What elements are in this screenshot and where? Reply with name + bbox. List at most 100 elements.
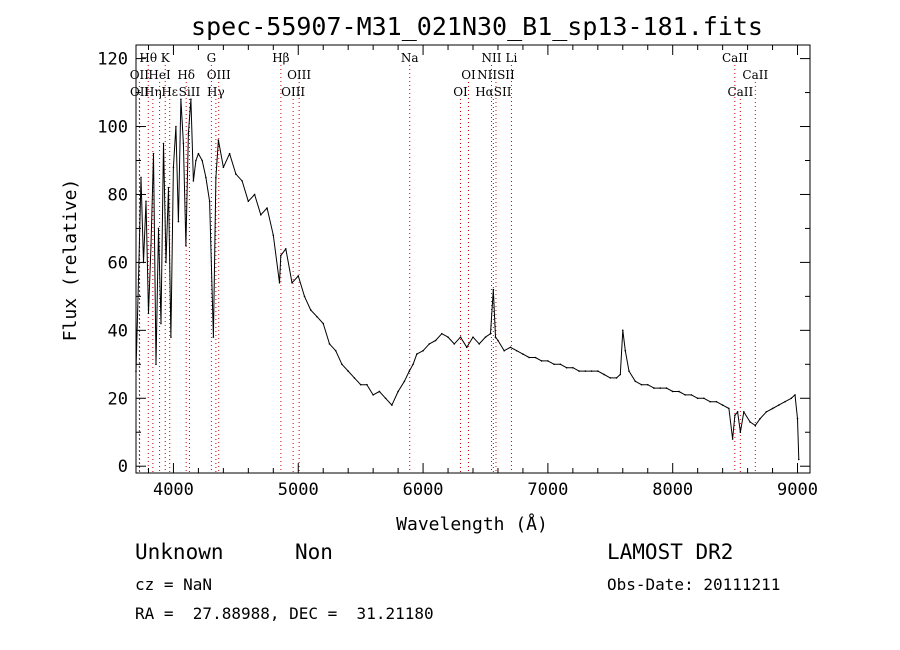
data-point <box>170 336 172 338</box>
plot-frame <box>135 44 811 474</box>
data-point <box>241 180 243 182</box>
marker-label: OI <box>461 68 476 82</box>
marker-label: OI <box>453 85 468 99</box>
marker-label: G <box>207 51 217 65</box>
class-label: Unknown <box>135 540 224 564</box>
data-point <box>478 343 481 345</box>
data-point <box>578 370 580 372</box>
data-point <box>253 193 256 196</box>
x-tick-label: 4000 <box>153 480 194 500</box>
data-point <box>472 336 474 338</box>
data-point <box>503 349 506 352</box>
data-point <box>515 349 518 352</box>
data-point <box>428 343 431 345</box>
data-point <box>796 417 799 420</box>
data-point <box>403 380 406 383</box>
data-point <box>634 380 637 383</box>
spectrum-series <box>135 98 800 461</box>
data-point <box>137 278 140 281</box>
data-point <box>155 363 157 366</box>
data-point <box>284 248 287 250</box>
marker-label: SiII <box>179 85 201 99</box>
data-point <box>157 227 160 230</box>
data-point <box>162 142 165 145</box>
data-point <box>140 176 142 179</box>
marker-label: Hδ <box>177 68 195 82</box>
data-point <box>528 356 530 359</box>
data-point <box>378 390 381 393</box>
data-point <box>397 390 399 393</box>
marker-label: K <box>161 51 171 65</box>
data-point <box>771 407 774 410</box>
data-point <box>522 353 524 355</box>
data-point <box>609 377 612 379</box>
data-point <box>797 458 800 461</box>
data-point <box>678 390 680 393</box>
coordinates-label: RA = 27.88988, DEC = 31.21180 <box>135 604 434 623</box>
data-point <box>266 207 268 209</box>
data-point <box>272 234 275 237</box>
data-point <box>205 176 207 179</box>
data-point <box>303 295 306 298</box>
marker-label: CaII <box>722 51 748 65</box>
data-point <box>182 142 185 145</box>
data-point <box>671 390 674 393</box>
data-point <box>749 421 751 423</box>
data-point <box>297 275 300 277</box>
data-point <box>172 166 175 169</box>
data-point <box>328 343 331 345</box>
data-point <box>619 373 622 376</box>
data-point <box>584 370 587 372</box>
data-point <box>684 394 686 396</box>
data-point <box>316 315 318 318</box>
data-point <box>201 159 203 162</box>
plot-border <box>135 44 811 474</box>
data-point <box>228 152 231 155</box>
data-point <box>640 383 643 386</box>
data-point <box>565 366 568 369</box>
data-point <box>167 186 170 189</box>
data-point <box>624 349 627 352</box>
x-tick-label: 9000 <box>777 480 818 500</box>
marker-label: OII <box>130 68 150 82</box>
data-point <box>160 322 162 325</box>
data-point <box>621 329 624 332</box>
data-point <box>721 404 724 406</box>
data-point <box>366 383 368 386</box>
data-point <box>147 312 150 315</box>
data-point <box>709 400 711 403</box>
marker-label: Na <box>401 51 419 65</box>
data-point <box>665 387 668 389</box>
data-point <box>484 336 487 338</box>
x-tick-label: 8000 <box>652 480 693 500</box>
data-point <box>534 356 537 359</box>
data-point <box>736 411 739 413</box>
marker-label: Li <box>506 51 518 65</box>
marker-label: Hθ <box>139 51 157 65</box>
y-tick-label: 120 <box>97 50 128 70</box>
data-point <box>177 220 180 223</box>
redshift-label: cz = NaN <box>135 575 213 594</box>
data-point <box>547 360 549 362</box>
data-point <box>572 366 574 369</box>
data-point <box>628 370 630 372</box>
data-point <box>739 431 742 434</box>
data-point <box>150 244 152 247</box>
survey-label: LAMOST DR2 <box>607 540 734 564</box>
data-point <box>215 176 217 179</box>
data-point <box>509 346 512 349</box>
data-point <box>696 397 699 400</box>
data-point <box>190 98 192 101</box>
data-point <box>743 411 745 413</box>
data-point <box>540 360 543 362</box>
data-point <box>597 370 599 372</box>
data-point <box>777 404 780 406</box>
data-point <box>494 336 497 338</box>
marker-label: Hγ <box>207 85 225 99</box>
data-point <box>197 152 200 155</box>
data-point <box>291 281 293 284</box>
data-point <box>653 387 655 389</box>
data-point <box>690 394 693 396</box>
